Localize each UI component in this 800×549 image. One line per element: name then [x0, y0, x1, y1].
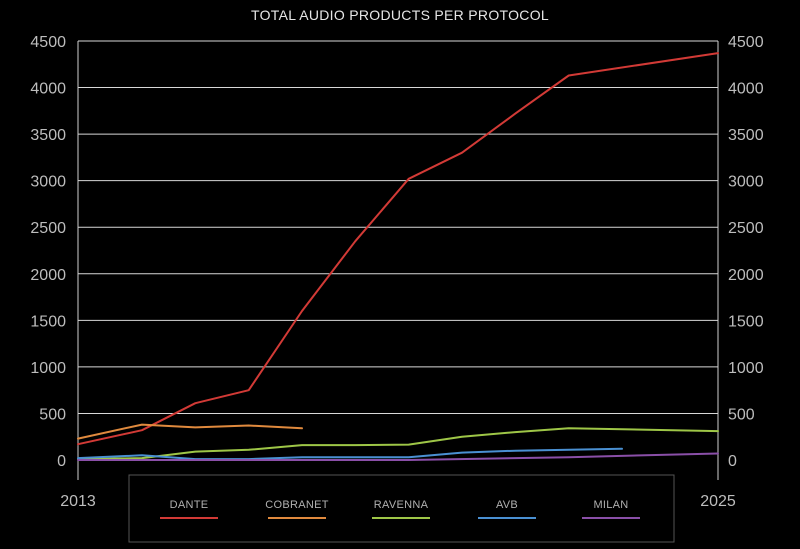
y-tick-label-left: 4000	[30, 81, 66, 98]
y-tick-label-right: 4500	[728, 34, 764, 51]
series-line-dante	[77, 52, 719, 446]
y-tick-label-right: 2500	[728, 220, 764, 237]
legend-label-ravenna: RAVENNA	[374, 499, 429, 511]
series-lines	[77, 52, 719, 461]
series-line-avb	[77, 447, 623, 461]
y-tick-label-left: 2500	[30, 220, 66, 237]
y-tick-label-left: 3500	[30, 127, 66, 144]
y-tick-label-right: 3000	[728, 174, 764, 191]
y-tick-label-right: 500	[728, 406, 755, 423]
y-tick-label-right: 2000	[728, 267, 764, 284]
x-tick-label-end: 2025	[700, 493, 736, 510]
series-line-cobranet	[77, 423, 303, 440]
y-tick-label-right: 4000	[728, 81, 764, 98]
legend-label-milan: MILAN	[593, 499, 628, 511]
y-tick-label-left: 1000	[30, 360, 66, 377]
y-axis-left-ticks: 0 500 1000 1500 2000 2500 3000 3500 4000 4500	[30, 34, 66, 470]
y-axis-right-ticks: 0 500 1000 1500 2000 2500 3000 3500 4000 4500	[728, 34, 764, 470]
y-tick-label-right: 1000	[728, 360, 764, 377]
grid-lines	[78, 40, 718, 414]
x-axis-ticks: 2013 2025	[60, 493, 736, 510]
y-tick-label-left: 500	[39, 406, 66, 423]
legend-label-cobranet: COBRANET	[265, 499, 329, 511]
y-tick-label-right: 3500	[728, 127, 764, 144]
y-tick-label-left: 3000	[30, 174, 66, 191]
series-line-milan	[77, 452, 719, 461]
legend-label-dante: DANTE	[170, 499, 209, 511]
y-tick-label-left: 1500	[30, 313, 66, 330]
legend-label-avb: AVB	[496, 499, 518, 511]
y-tick-label-left: 2000	[30, 267, 66, 284]
y-tick-label-right: 0	[728, 453, 737, 470]
y-tick-label-left: 0	[57, 453, 66, 470]
series-line-ravenna	[77, 427, 719, 461]
chart-title: TOTAL AUDIO PRODUCTS PER PROTOCOL	[251, 7, 549, 23]
x-tick-label-start: 2013	[60, 493, 96, 510]
legend: DANTE COBRANET RAVENNA AVB MILAN	[128, 474, 675, 543]
y-tick-label-left: 4500	[30, 34, 66, 51]
axes	[77, 41, 719, 480]
legend-box	[128, 474, 675, 543]
y-tick-label-right: 1500	[728, 313, 764, 330]
